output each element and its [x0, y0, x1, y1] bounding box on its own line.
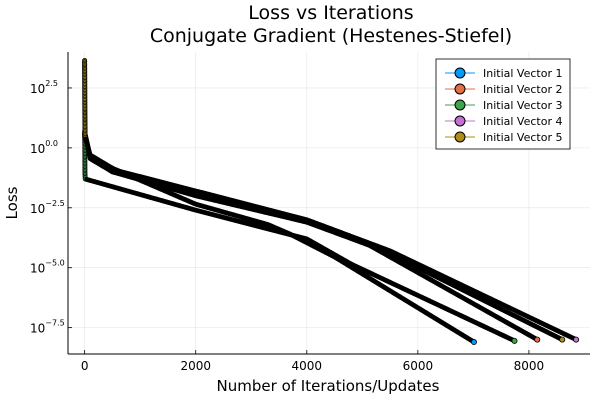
axes-frame: [67, 52, 590, 355]
legend-label: Initial Vector 5: [483, 131, 562, 144]
series-end-marker: [559, 336, 566, 343]
series-3: [82, 131, 518, 344]
legend-marker: [454, 83, 466, 95]
x-tick-label: 2000: [180, 359, 211, 373]
x-tick-label: 0: [81, 359, 89, 373]
legend-entry: Initial Vector 2: [445, 83, 562, 96]
legend-entry: Initial Vector 4: [445, 115, 562, 128]
legend-marker: [454, 99, 466, 111]
chart-subtitle: Conjugate Gradient (Hestenes-Stiefel): [150, 25, 512, 47]
chart-title: Loss vs Iterations: [248, 2, 413, 24]
series-layer: [82, 57, 580, 346]
y-tick-label: 10−2.5: [30, 199, 65, 216]
legend-label: Initial Vector 3: [483, 99, 562, 112]
y-tick-label: 102.5: [30, 79, 58, 96]
y-tick-label: 10−7.5: [30, 319, 65, 336]
legend-entry: Initial Vector 1: [445, 67, 562, 80]
legend-marker: [454, 115, 466, 127]
x-tick-labels: 0 2000 4000 6000 8000: [81, 350, 544, 373]
x-tick-label: 6000: [403, 359, 434, 373]
x-tick-label: 8000: [514, 359, 545, 373]
legend: Initial Vector 1 Initial Vector 2 Initial …: [435, 58, 571, 150]
y-tick-label: 10−5.0: [30, 259, 65, 276]
y-tick-label: 100.0: [30, 139, 58, 156]
x-tick-label: 4000: [292, 359, 323, 373]
legend-entry: Initial Vector 5: [445, 131, 562, 144]
series-5: [82, 57, 566, 343]
y-axis-label: Loss: [3, 186, 21, 219]
legend-marker: [454, 67, 466, 79]
legend-marker: [454, 131, 466, 143]
legend-label: Initial Vector 1: [483, 67, 562, 80]
x-axis-label: Number of Iterations/Updates: [217, 377, 440, 395]
legend-label: Initial Vector 2: [483, 83, 562, 96]
series-end-marker: [511, 337, 518, 344]
series-end-marker: [470, 339, 477, 346]
legend-entry: Initial Vector 3: [445, 99, 562, 112]
legend-label: Initial Vector 4: [483, 115, 562, 128]
series-end-marker: [573, 336, 580, 343]
y-tick-labels: 102.5 100.0 10−2.5 10−5.0 10−7.5: [30, 79, 72, 336]
series-end-marker: [534, 336, 541, 343]
